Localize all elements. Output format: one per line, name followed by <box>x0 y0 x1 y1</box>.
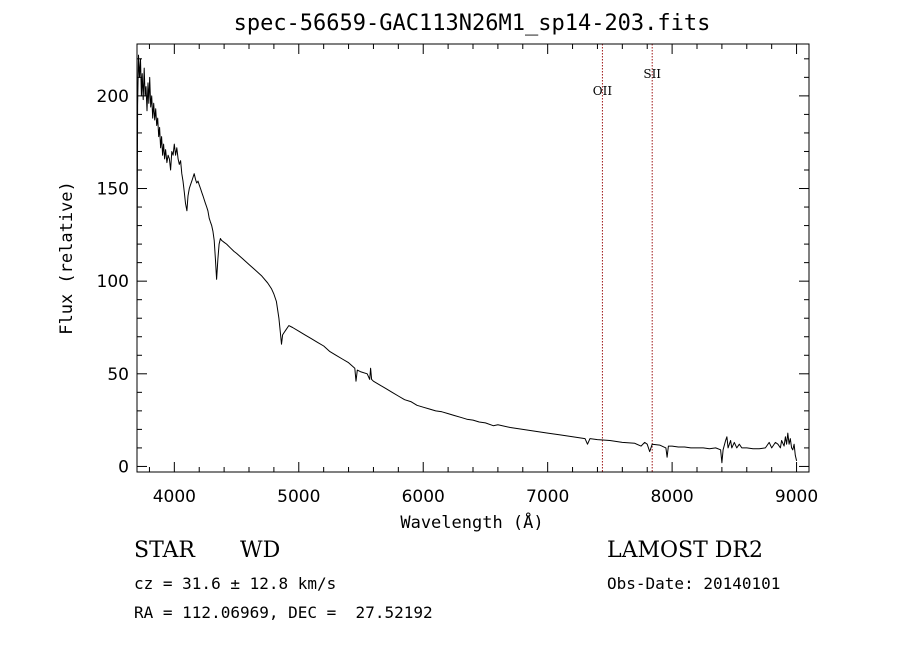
marker-label-oii: OII <box>593 84 613 98</box>
x-tick-label: 8000 <box>650 487 693 507</box>
axis-ticks: 4000 5000 6000 7000 8000 9000 0 50 100 150 200 <box>97 44 818 507</box>
y-tick-label: 200 <box>97 87 129 107</box>
spectrum-line <box>136 54 798 464</box>
object-class: STAR <box>134 538 195 563</box>
marker-label-sii: SII <box>643 67 661 81</box>
x-tick-label: 6000 <box>402 487 445 507</box>
x-tick-label: 4000 <box>153 487 196 507</box>
y-tick-label: 0 <box>118 457 129 477</box>
y-axis-label: Flux (relative) <box>57 181 77 335</box>
coordinates-text: RA = 112.06969, DEC = 27.52192 <box>134 603 433 622</box>
plot-area: OII SII <box>136 44 798 472</box>
obs-date-text: Obs-Date: 20140101 <box>607 574 781 593</box>
x-axis-label: Wavelength (Å) <box>400 511 543 533</box>
redshift-text: cz = 31.6 ± 12.8 km/s <box>134 574 337 593</box>
chart-title: spec-56659-GAC113N26M1_sp14-203.fits <box>234 11 711 36</box>
x-tick-label: 5000 <box>277 487 320 507</box>
object-subclass: WD <box>240 538 281 563</box>
x-tick-label: 9000 <box>775 487 818 507</box>
plot-frame <box>136 43 810 473</box>
x-tick-label: 7000 <box>526 487 569 507</box>
y-tick-label: 150 <box>97 180 129 200</box>
y-tick-label: 100 <box>97 272 129 292</box>
y-tick-label: 50 <box>107 365 129 385</box>
survey-label: LAMOST DR2 <box>607 538 763 563</box>
